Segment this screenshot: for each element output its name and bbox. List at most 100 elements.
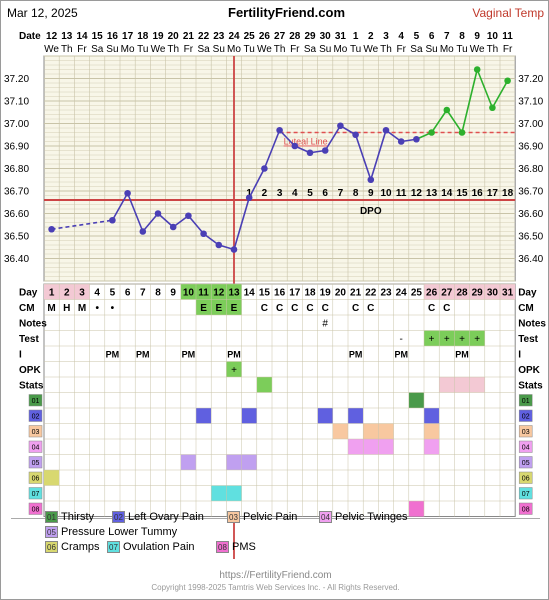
row-label-right: OPK bbox=[518, 365, 540, 376]
table-value-cm: M bbox=[78, 303, 86, 314]
dpo-number: 8 bbox=[353, 188, 359, 199]
date-label: 21 bbox=[183, 31, 195, 42]
table-value-cm: C bbox=[276, 303, 283, 314]
temp-point bbox=[124, 189, 131, 197]
legend-item: 03 Pelvic Pain bbox=[227, 511, 297, 523]
row-label-left: Notes bbox=[19, 318, 47, 329]
table-value-cm: C bbox=[443, 303, 450, 314]
table-cell-fill bbox=[211, 485, 227, 501]
table-value-day: 19 bbox=[320, 287, 332, 298]
temp-segment bbox=[157, 212, 174, 228]
date-label: 17 bbox=[122, 31, 134, 42]
temp-point bbox=[382, 126, 390, 134]
table-value-cm: • bbox=[95, 303, 99, 314]
table-value-day: 26 bbox=[426, 287, 438, 298]
legend-label: Pelvic Twinges bbox=[335, 511, 408, 523]
legend-swatch: 05 bbox=[45, 526, 58, 538]
legend-swatch: 03 bbox=[227, 511, 240, 523]
row-label-right: Day bbox=[518, 287, 537, 298]
table-value-cm: C bbox=[367, 303, 374, 314]
table-cell-fill bbox=[424, 423, 440, 439]
temp-segment bbox=[476, 69, 494, 109]
temp-point bbox=[276, 126, 283, 134]
table-value-day: 11 bbox=[198, 287, 209, 298]
footer-url[interactable]: https://FertilityFriend.com bbox=[219, 570, 332, 581]
weekday-label: Fr bbox=[290, 44, 300, 55]
symptom-swatch-left bbox=[28, 471, 43, 484]
date-label: 28 bbox=[289, 31, 301, 42]
table-value-day: 12 bbox=[213, 287, 225, 298]
symptom-code-right: 03 bbox=[522, 429, 530, 436]
symptom-swatch-left bbox=[28, 394, 43, 407]
symptom-swatch-left bbox=[28, 409, 43, 422]
temp-segment bbox=[324, 125, 342, 151]
weekday-label: Mo bbox=[440, 44, 454, 55]
symptom-code-right: 01 bbox=[522, 398, 530, 405]
date-label: 20 bbox=[168, 31, 180, 42]
date-label: 12 bbox=[46, 31, 58, 42]
table-value-cm: C bbox=[352, 303, 359, 314]
legend-item: 05 Pressure Lower Tummy bbox=[45, 526, 177, 538]
legend-swatch: 06 bbox=[45, 541, 58, 553]
dpo-number: 2 bbox=[262, 188, 268, 199]
temp-segment bbox=[354, 134, 372, 181]
table-cell-fill bbox=[59, 284, 75, 300]
weekday-label: Th bbox=[167, 44, 179, 55]
weekday-label: We bbox=[470, 44, 485, 55]
temp-point bbox=[504, 77, 511, 85]
temp-point bbox=[337, 122, 344, 130]
table-cell-fill bbox=[211, 284, 227, 300]
table-value-i: PM bbox=[227, 349, 241, 359]
table-cell-fill bbox=[74, 284, 90, 300]
legend-item: 01 Thirsty bbox=[45, 511, 94, 523]
symptom-swatch-right bbox=[518, 409, 533, 422]
y-tick-right: 36.40 bbox=[518, 254, 543, 265]
symptom-swatch-left bbox=[28, 440, 43, 453]
table-cell-fill bbox=[241, 408, 257, 424]
table-cell-fill bbox=[378, 439, 394, 455]
table-cell-fill bbox=[226, 485, 242, 501]
dpo-number: 9 bbox=[368, 188, 374, 199]
row-label-right: I bbox=[518, 349, 521, 360]
legend-swatch: 07 bbox=[107, 541, 120, 553]
weekday-label: Th bbox=[61, 44, 73, 55]
table-value-day: 20 bbox=[335, 287, 347, 298]
symptom-swatch-left bbox=[28, 487, 43, 500]
legend-label: Cramps bbox=[61, 541, 100, 553]
symptom-code-left: 02 bbox=[32, 413, 40, 420]
temp-point bbox=[352, 131, 359, 139]
table-value-cm: E bbox=[215, 303, 222, 314]
table-value-day: 2 bbox=[64, 287, 70, 298]
temp-segment bbox=[111, 192, 129, 221]
legend-item: 07 Ovulation Pain bbox=[107, 541, 195, 553]
table-value-day: 9 bbox=[170, 287, 176, 298]
temp-point bbox=[367, 176, 375, 184]
site-title[interactable]: FertilityFriend.com bbox=[228, 5, 346, 20]
legend-swatch: 02 bbox=[112, 511, 125, 523]
temp-segment bbox=[491, 80, 509, 109]
legend-label: Pelvic Pain bbox=[243, 511, 298, 523]
temp-point bbox=[169, 223, 177, 231]
temp-point bbox=[489, 104, 496, 112]
legend-label: Pressure Lower Tummy bbox=[61, 526, 178, 538]
table-value-i: PM bbox=[136, 349, 150, 359]
legend-label: Ovulation Pain bbox=[123, 541, 195, 553]
dpo-number: 10 bbox=[380, 188, 392, 199]
weekday-label: Tu bbox=[456, 44, 467, 55]
table-value-day: 3 bbox=[79, 287, 85, 298]
data-table bbox=[43, 283, 516, 517]
temp-point bbox=[397, 138, 405, 145]
table-value-i: PM bbox=[455, 349, 469, 359]
table-value-day: 8 bbox=[155, 287, 161, 298]
row-label-left: CM bbox=[19, 303, 35, 314]
table-value-day: 23 bbox=[380, 287, 392, 298]
date-label: 30 bbox=[320, 31, 332, 42]
symptom-swatch-right bbox=[518, 471, 533, 484]
date-label: 31 bbox=[335, 31, 347, 42]
table-value-i: PM bbox=[106, 349, 120, 359]
weekday-label: Th bbox=[487, 44, 499, 55]
y-tick-right: 36.60 bbox=[518, 209, 543, 220]
temp-segment bbox=[263, 129, 281, 169]
table-value-day: 7 bbox=[140, 287, 146, 298]
weekday-label: Su bbox=[425, 44, 437, 55]
